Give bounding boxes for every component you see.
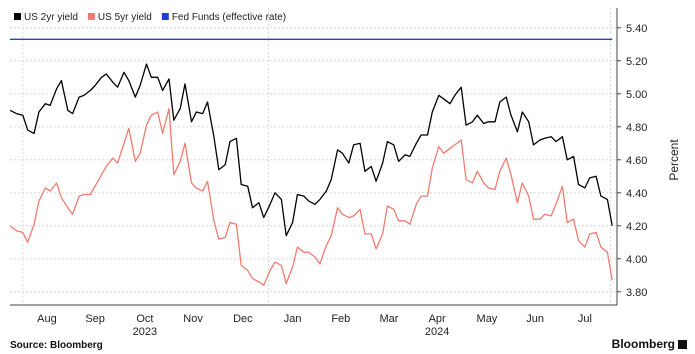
y-tick-label: 4.20 — [626, 221, 647, 233]
legend: US 2yr yield US 5yr yield Fed Funds (effec… — [14, 12, 286, 23]
plot-area-background — [10, 8, 617, 305]
x-tick-label: Dec — [233, 313, 253, 325]
x-tick-label: Aug — [37, 313, 57, 325]
x-year-label: 2024 — [425, 326, 449, 338]
x-tick-label: Jul — [578, 313, 592, 325]
y-tick-label: 4.00 — [626, 254, 647, 266]
legend-swatch — [87, 13, 95, 20]
x-tick-label: Nov — [183, 313, 203, 325]
y-tick-label: 5.20 — [626, 56, 647, 68]
series-lines — [9, 38, 613, 286]
y-tick-label: 4.80 — [626, 122, 647, 134]
x-tick-label: Mar — [379, 313, 398, 325]
series-line-us-2yr-yield — [9, 63, 613, 237]
bloomberg-brand: Bloomberg — [612, 337, 687, 351]
bloomberg-logo-icon — [678, 339, 687, 349]
x-tick-label: Sep — [85, 313, 105, 325]
x-tick-label: Apr — [429, 313, 446, 325]
source-note: Source: Bloomberg — [10, 340, 103, 351]
x-year-label: 2023 — [133, 326, 157, 338]
y-tick-label: 3.80 — [626, 287, 647, 299]
x-tick-label: Jun — [526, 313, 544, 325]
y-axis: 3.80 4.00 4.20 4.40 4.60 4.80 5.00 5.20 5.40 Perc… — [616, 8, 681, 305]
gridlines — [10, 8, 617, 305]
legend-swatch — [161, 13, 169, 20]
y-axis-title: Percent — [667, 139, 681, 181]
y-tick-label: 4.60 — [626, 155, 647, 167]
y-tick-label: 4.40 — [626, 188, 647, 200]
x-tick-label: Feb — [331, 313, 350, 325]
series-line-us-5yr-yield — [9, 107, 613, 286]
x-tick-label: Oct — [136, 313, 153, 325]
legend-label: US 5yr yield — [98, 12, 152, 23]
x-axis: Aug Sep Oct Nov Dec Jan Feb Mar Apr May Jun Jul 2023… — [10, 304, 617, 338]
legend-label: US 2yr yield — [24, 12, 78, 23]
y-tick-label: 5.40 — [626, 23, 647, 35]
y-tick-label: 5.00 — [626, 89, 647, 101]
x-tick-label: May — [477, 313, 498, 325]
x-tick-label: Jan — [284, 313, 302, 325]
legend-swatch — [14, 13, 21, 20]
legend-label: Fed Funds (effective rate) — [172, 12, 286, 23]
brand-name: Bloomberg — [611, 337, 675, 351]
